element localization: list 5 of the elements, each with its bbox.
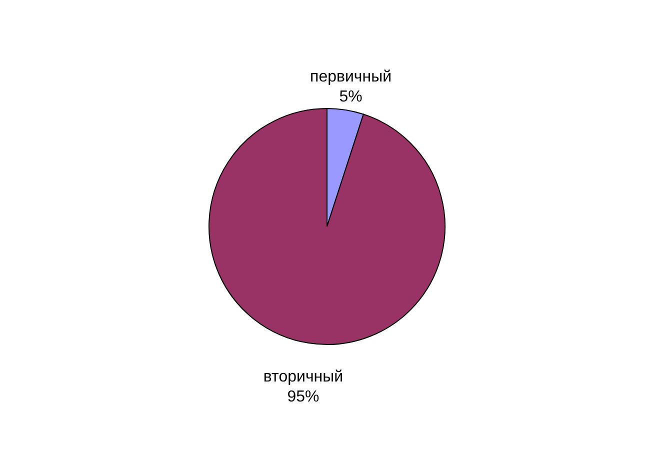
slice-label: вторичный [263,368,344,386]
pie-slice [208,108,446,345]
data-label: 5% [339,88,362,106]
data-label: 95% [287,388,320,406]
slice-label: первичный [310,68,392,86]
